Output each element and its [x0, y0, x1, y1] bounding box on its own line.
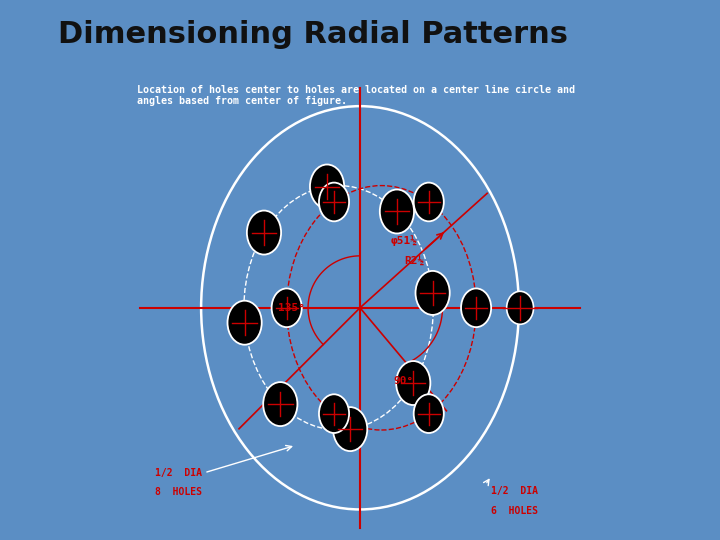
Ellipse shape: [414, 394, 444, 433]
Text: 1/2  DIA: 1/2 DIA: [491, 486, 539, 496]
Text: 135°: 135°: [277, 303, 305, 313]
Ellipse shape: [310, 165, 344, 208]
Ellipse shape: [380, 190, 414, 233]
Ellipse shape: [319, 183, 349, 221]
Text: 90°: 90°: [394, 376, 414, 386]
Ellipse shape: [396, 361, 431, 405]
Ellipse shape: [247, 211, 281, 254]
Ellipse shape: [319, 394, 349, 433]
Text: 1/2  DIA: 1/2 DIA: [156, 468, 202, 478]
Ellipse shape: [415, 271, 450, 315]
Ellipse shape: [461, 288, 491, 327]
Text: 6  HOLES: 6 HOLES: [491, 506, 539, 516]
Ellipse shape: [333, 407, 367, 451]
Ellipse shape: [264, 382, 297, 426]
Text: 8  HOLES: 8 HOLES: [156, 488, 202, 497]
Text: Dimensioning Radial Patterns: Dimensioning Radial Patterns: [58, 19, 567, 49]
Ellipse shape: [271, 288, 302, 327]
Text: R2½: R2½: [404, 257, 424, 267]
Ellipse shape: [507, 291, 534, 325]
Ellipse shape: [228, 301, 261, 345]
Ellipse shape: [414, 183, 444, 221]
Text: Location of holes center to holes are located on a center line circle and
angles: Location of holes center to holes are lo…: [137, 85, 575, 106]
Text: φ51½: φ51½: [390, 235, 418, 246]
